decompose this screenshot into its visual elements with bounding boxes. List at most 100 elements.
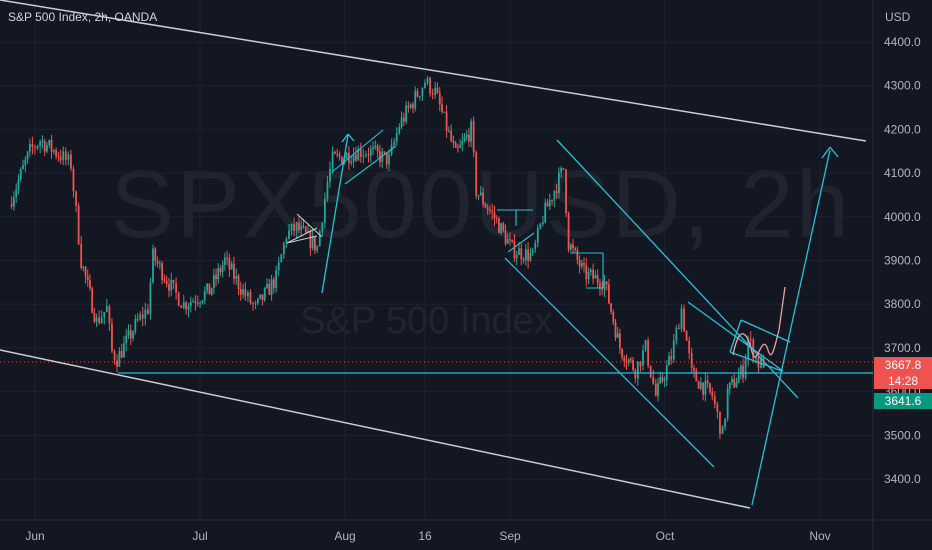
projection-arrowhead-left [821, 146, 831, 159]
candle-body [127, 330, 130, 336]
candle-body [237, 275, 240, 289]
candle-body [486, 207, 489, 210]
candle-body [551, 200, 553, 202]
candle-body [529, 253, 532, 261]
candle-body [345, 152, 348, 159]
candle-body [252, 303, 254, 305]
candle-body [199, 302, 202, 304]
candle-body [621, 348, 624, 358]
candle-body [219, 268, 222, 272]
candle-body [482, 192, 484, 205]
y-tick-label: 3700.0 [884, 341, 921, 355]
candle-body [152, 248, 154, 283]
candle-body [457, 147, 459, 149]
candle-body [542, 222, 544, 224]
candle-body [493, 212, 496, 219]
x-tick-label: Aug [334, 529, 355, 543]
candle-body [678, 327, 680, 330]
candle-body [314, 236, 316, 251]
candle-body [43, 141, 46, 152]
candle-body [744, 358, 747, 378]
candle-body [405, 105, 408, 122]
candle-body [120, 350, 123, 358]
x-tick-label: Sep [499, 529, 521, 543]
candle-body [642, 350, 644, 367]
candle-body [418, 96, 421, 98]
candle-body [118, 350, 121, 367]
triangle-lower [286, 235, 318, 244]
candle-body [175, 283, 177, 293]
candle-body [587, 271, 590, 280]
candle-body [341, 156, 343, 164]
candle-body [123, 343, 125, 358]
candle-body [506, 239, 509, 244]
candle-body [254, 302, 257, 304]
candle-body [217, 268, 220, 280]
candle-body [719, 411, 721, 434]
candle-body [527, 249, 530, 261]
candle-body [447, 130, 450, 132]
candle-body [574, 247, 577, 250]
candle-body [721, 426, 724, 434]
candle-body [270, 279, 273, 295]
candle-body [739, 365, 742, 375]
early-arrow [321, 134, 349, 294]
candle-body [489, 209, 491, 211]
candle-body [338, 154, 341, 157]
candle-body [661, 377, 664, 382]
candle-body [619, 333, 621, 349]
candle-body [555, 191, 558, 194]
candle-body [136, 319, 139, 321]
y-tick-label: 4100.0 [884, 166, 921, 180]
candle-body [409, 104, 412, 108]
candle-body [426, 78, 429, 84]
candle-body [479, 192, 482, 196]
candle-body [300, 225, 303, 230]
candle-body [336, 153, 339, 155]
candle-body [470, 121, 473, 142]
candle-body [627, 359, 630, 363]
candle-body [129, 330, 132, 339]
candle-body [395, 133, 398, 142]
candle-body [546, 202, 549, 207]
candle-body [459, 144, 462, 148]
candle-body [182, 302, 185, 308]
candle-body [524, 249, 527, 261]
candle-body [318, 231, 321, 247]
candle-body [649, 365, 652, 378]
candle-body [502, 223, 505, 231]
candle-body [26, 151, 29, 160]
candle-body [24, 159, 27, 166]
chart-legend: S&P 500 Index, 2h, OANDA [8, 10, 158, 24]
candle-body [249, 292, 252, 304]
candle-body [697, 381, 700, 389]
candle-body [724, 418, 726, 427]
candle-body [365, 154, 367, 156]
candle-body [50, 139, 53, 152]
candle-body [612, 311, 615, 323]
candle-body [393, 141, 396, 145]
channel-lower-line [0, 349, 751, 509]
candle-body [429, 78, 431, 94]
early-arrowhead-right [347, 133, 355, 142]
candle-body [105, 306, 108, 313]
candle-body [636, 361, 639, 379]
candle-body [520, 248, 523, 260]
candle-body [212, 274, 215, 289]
candle-body [316, 246, 319, 251]
candle-body [89, 279, 91, 289]
candle-body [93, 312, 96, 322]
candle-body [194, 301, 197, 303]
candle-body [601, 288, 604, 290]
candle-body [445, 111, 448, 131]
candle-body [685, 330, 688, 341]
y-tick-label: 3800.0 [884, 297, 921, 311]
candle-body [735, 382, 738, 388]
y-tick-label: 3400.0 [884, 472, 921, 486]
y-tick-label: 3900.0 [884, 254, 921, 268]
candle-body [522, 259, 525, 261]
candle-body [688, 340, 691, 354]
candle-body [70, 154, 72, 169]
